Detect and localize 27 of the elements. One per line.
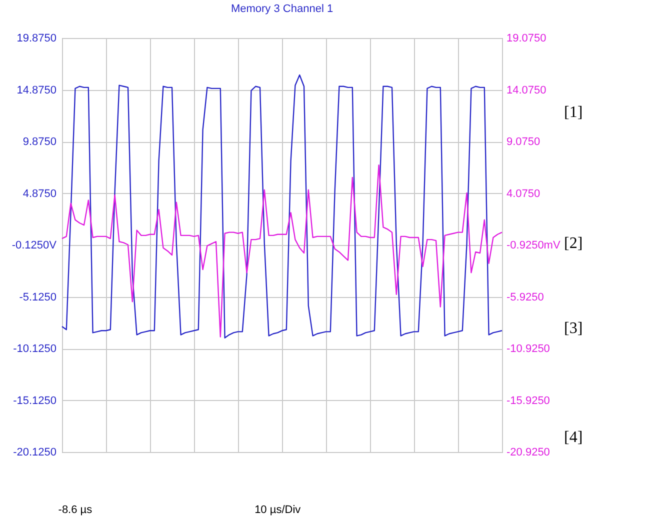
y2-tick-label: -10.9250 bbox=[506, 343, 550, 355]
y-tick-label: 9.8750 bbox=[22, 136, 56, 148]
text: [4] bbox=[564, 429, 583, 446]
y2-tick-label: 19.0750 bbox=[506, 32, 546, 44]
y-tick-label: -15.1250 bbox=[13, 394, 56, 407]
text: [2] bbox=[564, 234, 583, 252]
y2-tick-label: 9.0750 bbox=[506, 136, 540, 148]
y2-tick-label: -15.9250 bbox=[506, 394, 550, 407]
y-tick-label: -0.1250V bbox=[12, 240, 58, 252]
y-tick-label: -5.1250 bbox=[19, 291, 56, 304]
y2-tick-label: -20.9250 bbox=[506, 446, 550, 458]
y-tick-label: -10.1250 bbox=[13, 343, 56, 355]
chart-title: Memory 3 Channel 1 bbox=[230, 3, 334, 15]
text: 10 µs/Div bbox=[254, 504, 302, 516]
y-tick-label: 19.8750 bbox=[16, 32, 56, 44]
y-tick-label: 4.8750 bbox=[22, 188, 56, 200]
y2-tick-label: 14.0750 bbox=[506, 84, 546, 96]
y-tick-label: 14.8750 bbox=[16, 84, 56, 96]
text: -8.6 µs bbox=[58, 504, 93, 516]
line-series bbox=[61, 74, 503, 338]
y2-tick-label: -5.9250 bbox=[506, 291, 544, 304]
text: [3] bbox=[564, 320, 583, 337]
y2-tick-label: 4.0750 bbox=[506, 188, 540, 200]
y2-tick-label: -0.9250mV bbox=[506, 240, 561, 252]
text: [1] bbox=[564, 104, 583, 122]
line-series bbox=[61, 164, 503, 338]
y-tick-label: -20.1250 bbox=[13, 446, 56, 458]
